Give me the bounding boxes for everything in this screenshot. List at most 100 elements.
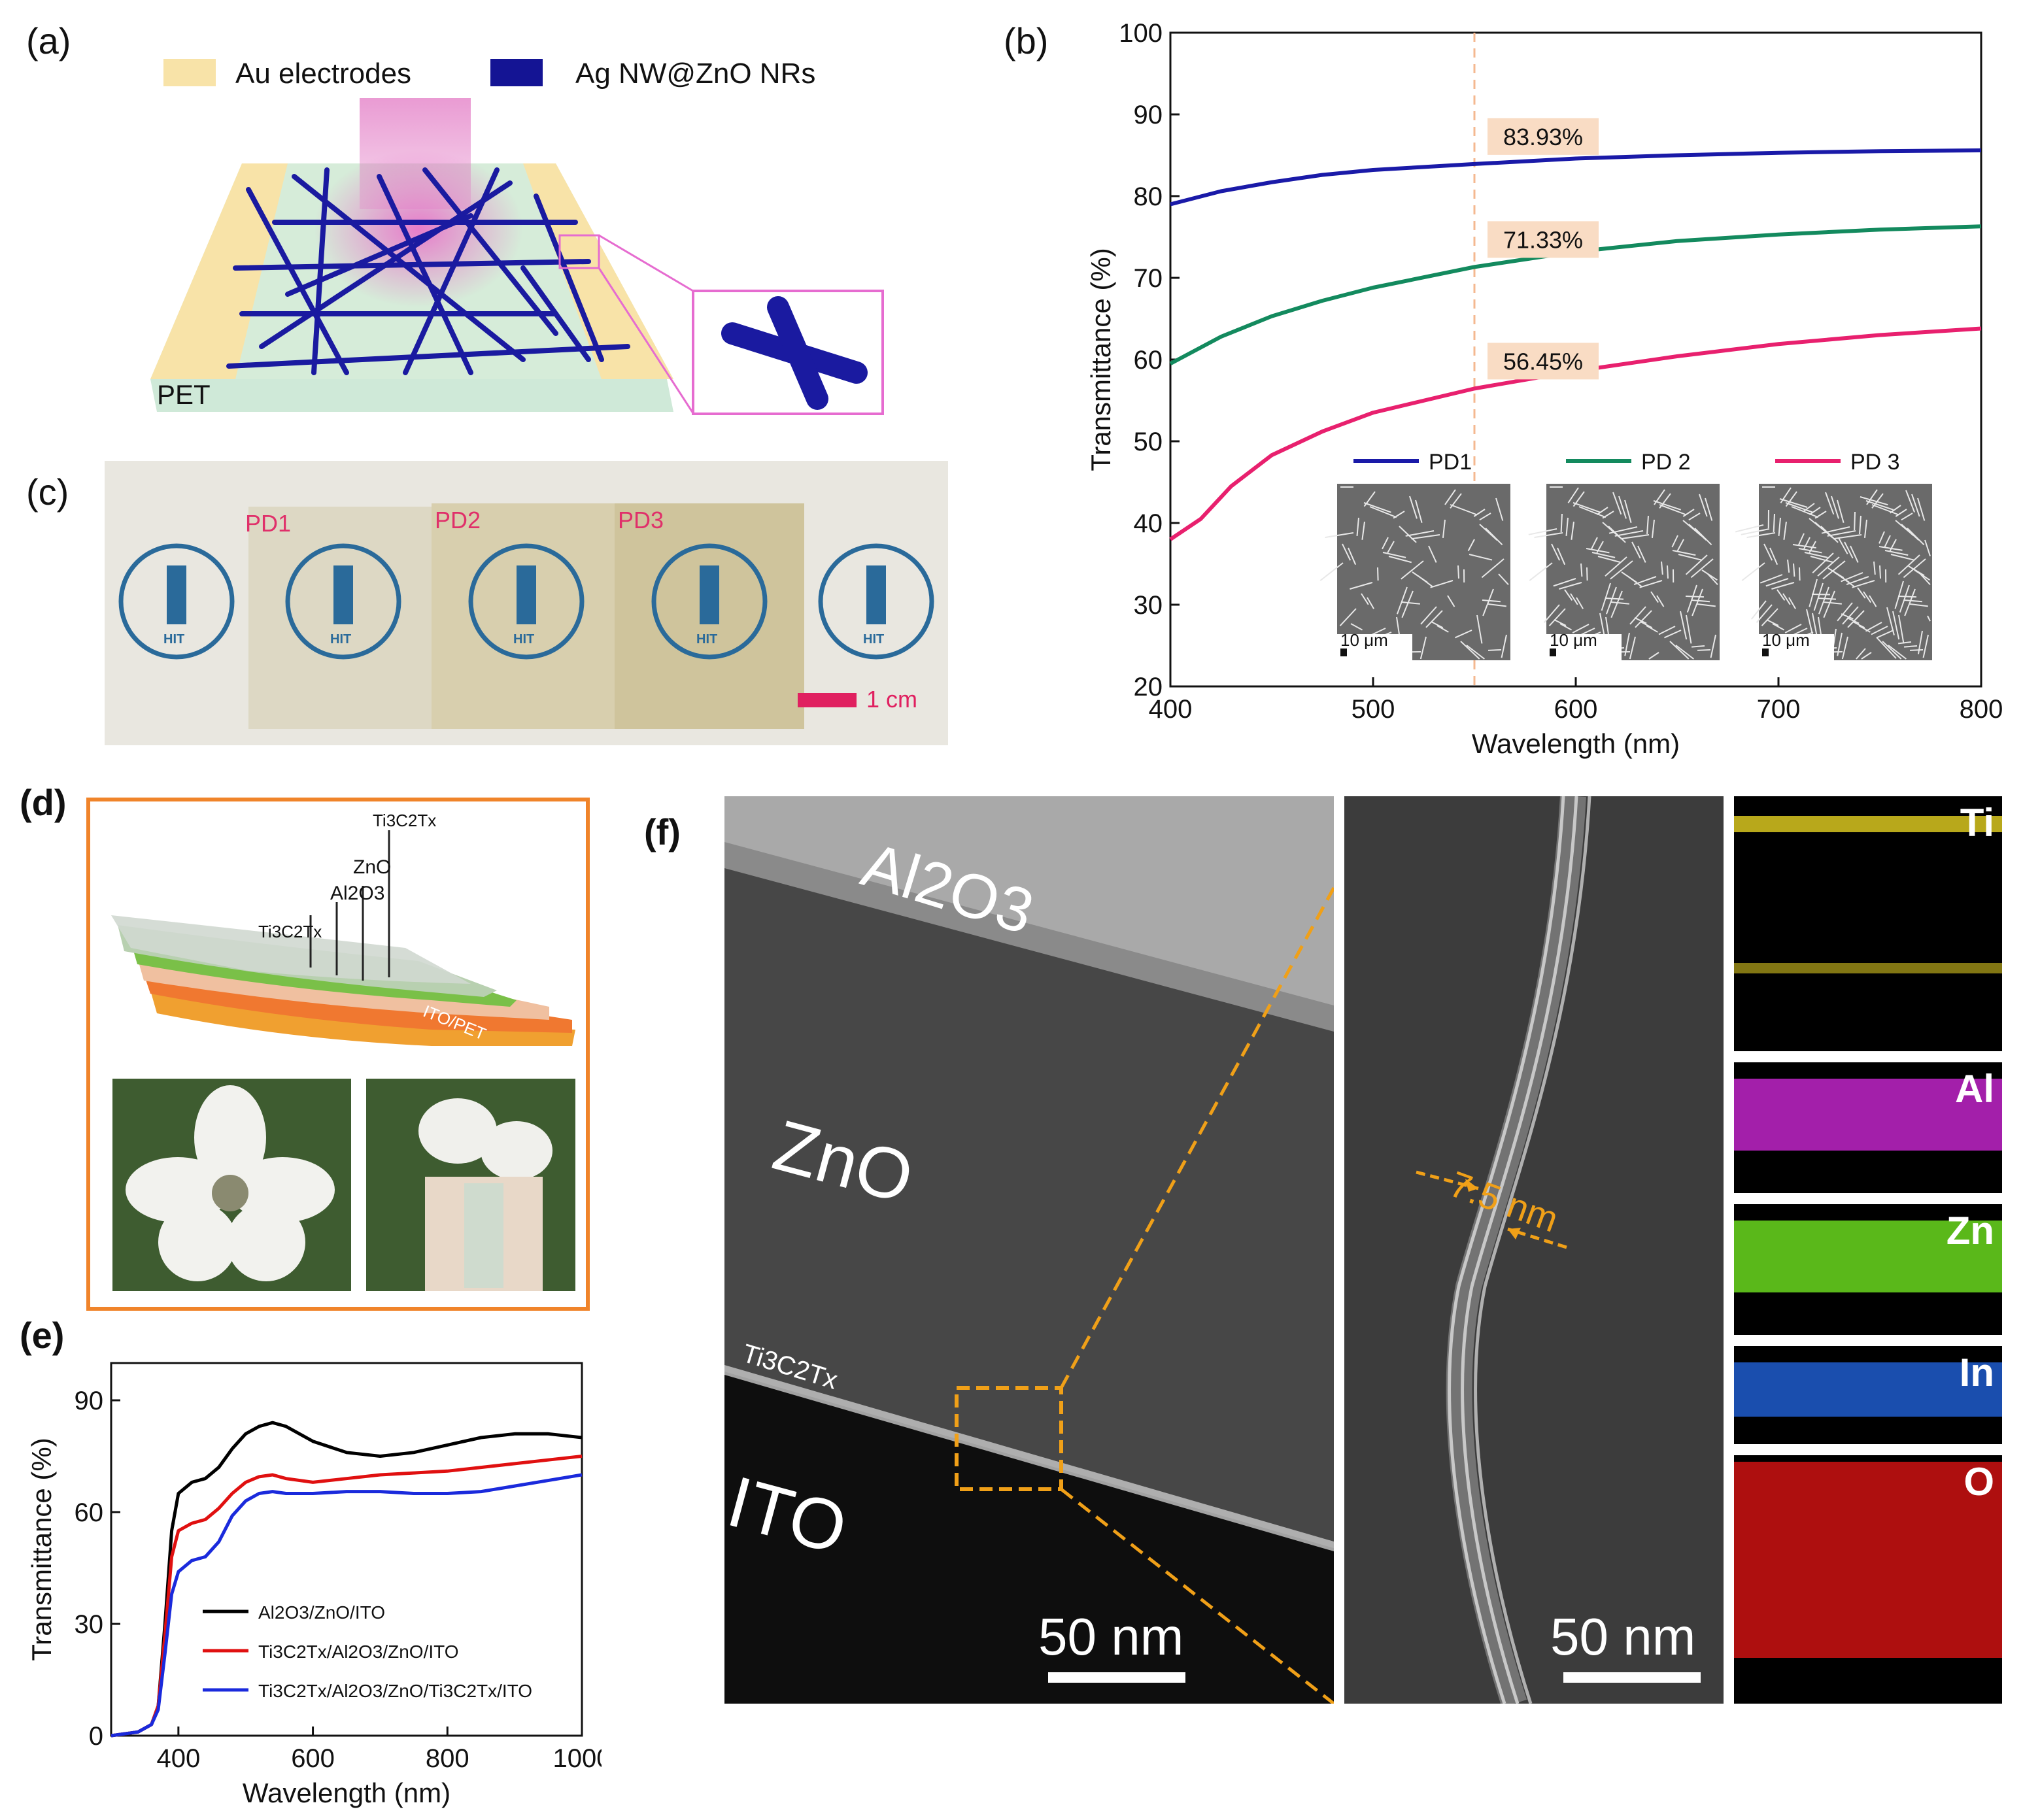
sem-wire — [1878, 546, 1903, 551]
sem-wire — [1482, 588, 1494, 616]
sem-wire — [1690, 558, 1714, 579]
sem-scale-bg — [1759, 634, 1834, 660]
annotation-label: 56.45% — [1503, 348, 1583, 375]
panel-label-a: (a) — [26, 20, 71, 61]
device-schematic-a — [150, 98, 884, 415]
sem-wire — [1442, 519, 1446, 538]
x-axis-label: Wavelength (nm) — [243, 1778, 450, 1808]
sem-wire — [1614, 530, 1644, 537]
y-tick-label: 30 — [1134, 591, 1163, 620]
sem-wire — [1554, 619, 1567, 626]
sem-wire — [1760, 574, 1783, 584]
sem-wire — [1369, 506, 1397, 518]
legend-label-2: PD 2 — [1641, 450, 1691, 475]
sem-wire — [1482, 599, 1501, 603]
sem-wire — [1415, 499, 1423, 523]
legend-swatch-nw — [490, 59, 543, 86]
sem-wire — [1692, 588, 1703, 616]
eds-map-label-al: Al — [1955, 1067, 1994, 1111]
sem-wire — [1897, 554, 1920, 575]
flexible-device-schematic: ITO/PET — [105, 830, 575, 1046]
sem-wire — [1811, 594, 1831, 596]
sem-wire — [1629, 606, 1646, 625]
sem-wire — [1620, 534, 1650, 540]
sem-wire — [1927, 615, 1931, 622]
sem-scale-label: 10 μm — [1340, 630, 1388, 650]
tem-art-main — [724, 796, 1334, 1704]
sem-wire — [1387, 541, 1395, 553]
sem-wire — [1495, 497, 1504, 521]
sem-wire — [1854, 511, 1856, 531]
sem-wire — [1803, 537, 1810, 550]
sem-wire — [1669, 641, 1690, 660]
sem-wire — [1430, 580, 1454, 588]
sem-wire — [1828, 567, 1844, 579]
tem-image-zoom: 7.5 nm 50 nm — [1344, 796, 1724, 1704]
sem-wire — [1788, 597, 1796, 609]
sem-wire — [1780, 487, 1792, 503]
sem-wire — [1882, 641, 1902, 660]
sem-wire — [1903, 645, 1918, 648]
sem-wire — [1528, 528, 1557, 535]
sem-wire — [1409, 496, 1418, 519]
y-tick-label: 80 — [1134, 182, 1163, 211]
annotation-bg — [1488, 221, 1599, 258]
legend-label-nw: Ag NW@ZnO NRs — [575, 58, 816, 90]
sem-wire — [1610, 601, 1629, 605]
sem-wire — [1778, 517, 1781, 536]
eds-maps: Ti Al Zn In O — [1734, 796, 2002, 1704]
sem-wire — [1863, 591, 1871, 603]
sem-wire — [1909, 603, 1928, 607]
sem-wire — [1822, 560, 1846, 580]
sem-scale-bar — [1550, 649, 1556, 656]
sem-wire — [1488, 603, 1506, 607]
sem-wire — [1898, 641, 1912, 645]
sem-wire — [1697, 603, 1716, 607]
transmittance-chart-b: 400 500 600 700 800 20 30 40 50 60 70 80 90 100 Wavele… — [1085, 19, 2003, 759]
y-tick-label: 50 — [1134, 428, 1163, 456]
sem-inset-bg — [1337, 484, 1510, 660]
y-tick-label: 100 — [1119, 19, 1163, 48]
series-line-e-3 — [110, 1473, 583, 1738]
x-tick-label: 500 — [1352, 695, 1395, 724]
eds-map-in: In — [1734, 1346, 2002, 1444]
sem-wire — [1682, 509, 1695, 517]
x-tick-label: 600 — [291, 1744, 335, 1773]
sem-scale-bg — [1546, 634, 1622, 660]
annotation-label: 83.93% — [1503, 124, 1583, 150]
sem-wire — [1605, 556, 1627, 577]
sem-wire — [1382, 552, 1406, 558]
sem-wire — [1685, 596, 1705, 598]
sem-wire — [1776, 589, 1786, 601]
sem-wire — [1565, 517, 1569, 536]
sem-wire — [1901, 513, 1913, 521]
sem-wire — [1682, 520, 1702, 536]
sem-wire — [1529, 562, 1553, 581]
sem-wire — [1551, 543, 1561, 561]
sem-wire — [1809, 518, 1828, 534]
sem-wire — [1601, 582, 1611, 611]
sem-wire — [1361, 521, 1365, 540]
sem-wire — [1606, 586, 1617, 615]
eds-map-label-in: In — [1959, 1351, 1994, 1394]
sem-wire — [1841, 572, 1863, 582]
sem-wire — [1635, 610, 1652, 628]
x-tick-label: 700 — [1757, 695, 1801, 724]
sem-wire — [1741, 562, 1765, 581]
sem-wire — [1841, 636, 1848, 660]
sem-wire — [1612, 492, 1622, 515]
sem-wire — [1646, 625, 1658, 633]
sem-wire — [1813, 582, 1824, 611]
sem-wire — [1534, 532, 1563, 539]
legend-label-3: PD 3 — [1850, 450, 1900, 475]
panel-label-f: (f) — [644, 811, 681, 852]
sem-wire — [1890, 554, 1914, 561]
sem-wire — [1686, 615, 1692, 644]
sem-inset-3: 10 μm — [1735, 484, 1932, 660]
sem-wire — [1904, 588, 1916, 616]
logo-text-2: HIT — [330, 632, 352, 647]
sem-wire — [1401, 560, 1424, 580]
sem-wire — [1363, 502, 1391, 513]
sem-wire — [1428, 545, 1437, 563]
